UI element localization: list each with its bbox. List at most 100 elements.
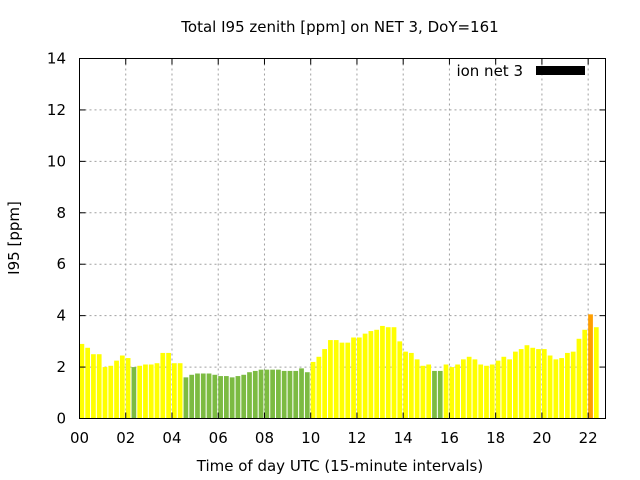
bar (177, 363, 183, 419)
bar (206, 373, 212, 419)
bar (212, 374, 218, 419)
y-tick-label: 12 (47, 101, 66, 119)
bar (125, 358, 131, 419)
x-tick-label: 02 (116, 429, 135, 447)
bar (588, 314, 593, 419)
bar (351, 337, 356, 419)
bar (559, 358, 564, 419)
bar (374, 329, 380, 419)
bar (547, 355, 553, 419)
bar (160, 352, 166, 419)
x-tick-label: 06 (209, 429, 228, 447)
bar (385, 327, 391, 419)
x-tick-label: 16 (440, 429, 459, 447)
bar (380, 325, 385, 419)
bars (79, 314, 599, 419)
bar (408, 352, 414, 419)
bar (449, 367, 455, 419)
bar (131, 367, 137, 419)
x-tick-label: 22 (579, 429, 598, 447)
x-tick-label: 04 (162, 429, 181, 447)
bar (397, 341, 403, 419)
y-tick-label: 6 (56, 255, 66, 273)
bar (102, 367, 108, 419)
x-tick-label: 10 (301, 429, 320, 447)
bar (258, 369, 264, 419)
bar (524, 345, 530, 419)
bar (224, 376, 229, 419)
y-tick-label: 0 (56, 410, 66, 428)
bar (356, 337, 362, 419)
bar (536, 349, 541, 419)
bar (495, 360, 501, 419)
bar (264, 369, 270, 419)
bar (391, 327, 397, 419)
bar (281, 370, 287, 419)
bar (119, 355, 125, 419)
bar (339, 342, 345, 419)
bar (333, 340, 339, 419)
bar (414, 359, 420, 419)
bar (235, 376, 241, 419)
bar (328, 340, 333, 419)
bar (576, 338, 582, 419)
bar (553, 359, 559, 419)
bar (478, 364, 484, 419)
bar (426, 364, 432, 419)
bar (229, 377, 235, 419)
x-tick-label: 18 (486, 429, 505, 447)
x-tick-label: 00 (70, 429, 89, 447)
bar (148, 364, 154, 419)
legend: ion net 3 (456, 62, 585, 80)
bar (171, 363, 177, 419)
bar (200, 373, 206, 419)
chart-title: Total I95 zenith [ppm] on NET 3, DoY=161 (180, 18, 498, 36)
bar (460, 359, 466, 419)
bar (108, 365, 114, 419)
x-tick-label: 12 (347, 429, 366, 447)
bar (345, 342, 351, 419)
bar (293, 370, 299, 419)
bar (310, 361, 316, 419)
bar (570, 351, 576, 419)
x-tick-label: 14 (394, 429, 413, 447)
bar (518, 349, 524, 419)
bar (79, 343, 85, 419)
plot-frame (79, 58, 606, 419)
bar (96, 354, 102, 419)
bar (507, 359, 512, 419)
x-tick-label: 20 (532, 429, 551, 447)
bar (437, 370, 443, 419)
legend-label: ion net 3 (456, 62, 523, 80)
bar (443, 364, 449, 419)
bar (287, 370, 293, 419)
bar (582, 329, 588, 419)
bar (565, 352, 570, 419)
bar (541, 349, 547, 419)
bar (299, 368, 304, 419)
y-tick-label: 14 (47, 50, 66, 68)
legend-swatch (536, 66, 585, 75)
bar (455, 364, 460, 419)
bar (166, 352, 171, 419)
bar (183, 377, 189, 419)
bar (316, 356, 322, 419)
bar (403, 351, 408, 419)
bar (362, 333, 368, 419)
bar (513, 351, 518, 419)
bar (489, 364, 495, 419)
bar (593, 327, 599, 419)
y-tick-label: 4 (56, 307, 66, 325)
bar (91, 354, 96, 419)
bar (143, 364, 148, 419)
x-axis-label: Time of day UTC (15-minute intervals) (196, 457, 483, 475)
y-tick-label: 10 (47, 152, 66, 170)
bar (530, 347, 536, 419)
x-tick-label: 08 (255, 429, 274, 447)
bar (304, 372, 310, 419)
bar (189, 374, 195, 419)
bar (85, 347, 91, 419)
bar (247, 372, 252, 419)
